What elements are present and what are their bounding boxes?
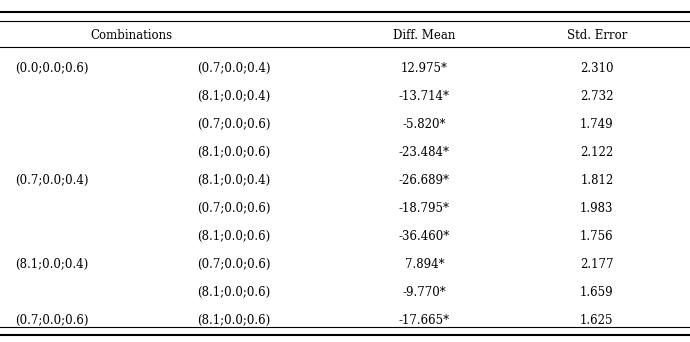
Text: (0.7;0.0;0.6): (0.7;0.0;0.6)	[197, 118, 270, 131]
Text: (0.7;0.0;0.6): (0.7;0.0;0.6)	[15, 314, 89, 327]
Text: -26.689*: -26.689*	[399, 174, 450, 187]
Text: (0.7;0.0;0.6): (0.7;0.0;0.6)	[197, 258, 270, 271]
Text: Std. Error: Std. Error	[566, 29, 627, 42]
Text: (8.1;0.0;0.6): (8.1;0.0;0.6)	[197, 314, 270, 327]
Text: -5.820*: -5.820*	[402, 118, 446, 131]
Text: 12.975*: 12.975*	[401, 62, 448, 75]
Text: -23.484*: -23.484*	[399, 146, 450, 159]
Text: (8.1;0.0;0.6): (8.1;0.0;0.6)	[197, 286, 270, 299]
Text: 1.659: 1.659	[580, 286, 613, 299]
Text: 2.310: 2.310	[580, 62, 613, 75]
Text: -17.665*: -17.665*	[399, 314, 450, 327]
Text: 2.732: 2.732	[580, 90, 613, 103]
Text: (8.1;0.0;0.4): (8.1;0.0;0.4)	[15, 258, 88, 271]
Text: 2.177: 2.177	[580, 258, 613, 271]
Text: 7.894*: 7.894*	[404, 258, 444, 271]
Text: (0.7;0.0;0.6): (0.7;0.0;0.6)	[197, 202, 270, 215]
Text: (8.1;0.0;0.6): (8.1;0.0;0.6)	[197, 146, 270, 159]
Text: Diff. Mean: Diff. Mean	[393, 29, 455, 42]
Text: (8.1;0.0;0.4): (8.1;0.0;0.4)	[197, 90, 270, 103]
Text: -18.795*: -18.795*	[399, 202, 450, 215]
Text: 1.812: 1.812	[580, 174, 613, 187]
Text: -36.460*: -36.460*	[399, 230, 450, 243]
Text: Combinations: Combinations	[90, 29, 172, 42]
Text: 1.983: 1.983	[580, 202, 613, 215]
Text: (8.1;0.0;0.4): (8.1;0.0;0.4)	[197, 174, 270, 187]
Text: 1.625: 1.625	[580, 314, 613, 327]
Text: (0.7;0.0;0.4): (0.7;0.0;0.4)	[15, 174, 89, 187]
Text: -9.770*: -9.770*	[402, 286, 446, 299]
Text: (0.0;0.0;0.6): (0.0;0.0;0.6)	[15, 62, 89, 75]
Text: (8.1;0.0;0.6): (8.1;0.0;0.6)	[197, 230, 270, 243]
Text: 1.749: 1.749	[580, 118, 613, 131]
Text: 1.756: 1.756	[580, 230, 613, 243]
Text: -13.714*: -13.714*	[399, 90, 450, 103]
Text: (0.7;0.0;0.4): (0.7;0.0;0.4)	[197, 62, 270, 75]
Text: 2.122: 2.122	[580, 146, 613, 159]
